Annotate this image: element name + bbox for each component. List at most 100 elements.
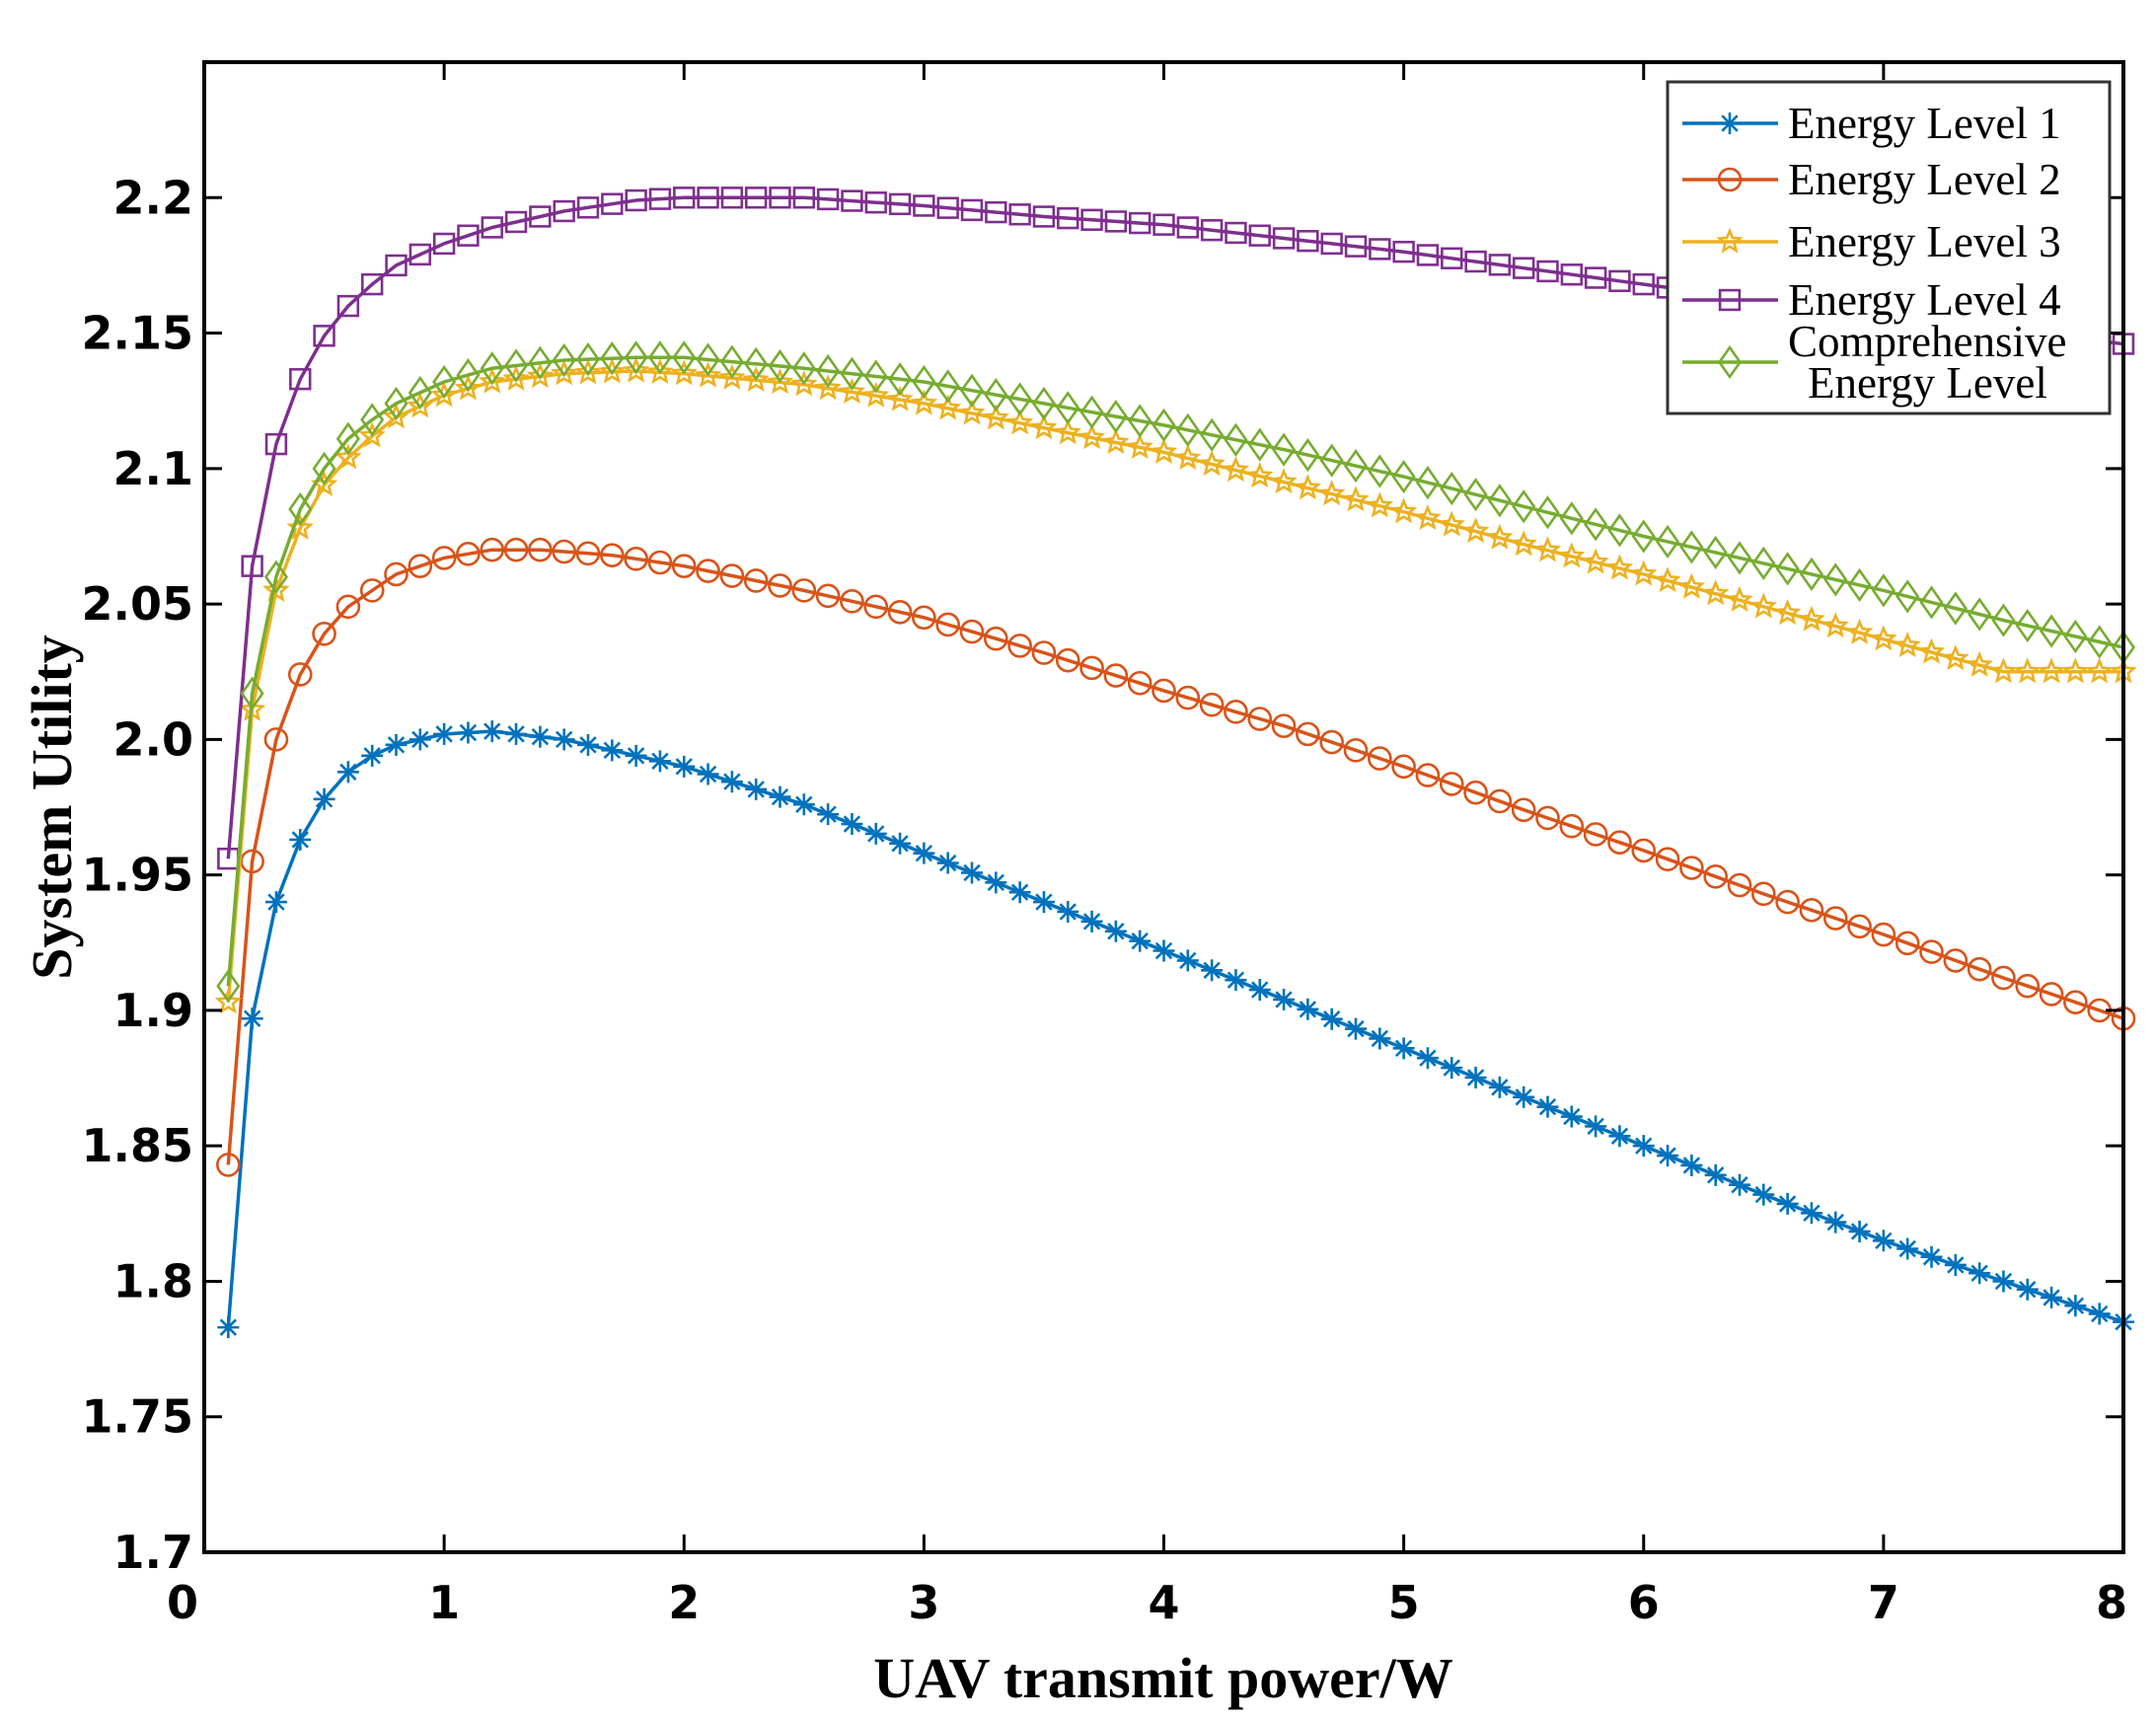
series-marker <box>768 573 792 598</box>
series-marker <box>407 392 434 418</box>
series-marker <box>1943 948 1969 973</box>
series-marker <box>1558 542 1586 568</box>
series-marker <box>1607 830 1632 855</box>
x-tick-label: 6 <box>1628 1576 1660 1629</box>
series-marker <box>1078 423 1106 450</box>
series-marker <box>601 192 624 215</box>
series-marker <box>694 361 722 388</box>
series-marker <box>598 357 626 384</box>
series-marker <box>264 891 287 914</box>
series-marker <box>1248 979 1271 1002</box>
series-marker <box>1821 612 1849 638</box>
series-marker <box>889 832 912 855</box>
series-marker <box>622 356 650 383</box>
series-marker <box>1512 257 1535 279</box>
series-marker <box>1607 513 1632 548</box>
series-marker <box>1943 591 1968 626</box>
series-marker <box>647 340 672 375</box>
series-marker <box>1630 560 1658 586</box>
series-marker <box>1176 216 1200 239</box>
series-marker <box>1727 872 1752 898</box>
series-marker <box>671 554 697 578</box>
series-marker <box>502 364 530 391</box>
series-marker <box>790 370 818 397</box>
series-marker <box>1152 939 1175 962</box>
series-marker <box>912 364 936 400</box>
series-marker <box>1369 238 1391 261</box>
series-marker <box>1919 939 1944 964</box>
series-marker <box>1966 650 1993 677</box>
y-tick-label: 1.75 <box>82 1390 194 1444</box>
series-marker <box>1152 678 1176 704</box>
legend-item-4: Energy Level 4 <box>1682 275 2061 325</box>
x-tick-label: 4 <box>1148 1576 1179 1629</box>
series-marker <box>504 348 529 383</box>
series-marker <box>360 403 385 437</box>
series-marker <box>2015 973 2041 999</box>
plot-series <box>214 187 2137 1339</box>
series-marker <box>1512 489 1536 524</box>
series-marker <box>985 200 1007 224</box>
series-marker <box>768 348 792 384</box>
series-marker <box>960 198 984 222</box>
series-marker <box>840 589 864 614</box>
series-marker <box>529 205 552 228</box>
series-marker <box>1008 881 1031 904</box>
series-marker <box>1032 891 1055 914</box>
series-marker <box>287 662 313 687</box>
series-marker <box>1294 474 1322 500</box>
series-marker <box>1559 501 1584 536</box>
series-marker <box>241 555 263 577</box>
series-marker <box>1631 519 1656 554</box>
y-tick-label: 2.2 <box>113 171 194 224</box>
series-marker <box>1871 922 1896 947</box>
series-marker <box>1632 272 1655 296</box>
series-marker <box>481 216 503 239</box>
series-marker <box>1127 670 1152 696</box>
axes: 0 1 2 3 4 5 6 7 8 1.7 1.75 1.8 1.85 1.9 1.95 2.0 2.05 2.1… <box>82 62 2127 1629</box>
series-marker <box>1176 949 1199 972</box>
series-marker <box>719 563 745 588</box>
series-marker <box>1895 931 1920 956</box>
series-marker <box>1297 230 1319 253</box>
series-marker <box>720 771 743 793</box>
series-marker <box>480 537 505 562</box>
series-marker <box>2088 1303 2111 1325</box>
series-marker <box>1513 1085 1535 1108</box>
series-marker <box>1296 721 1320 747</box>
legend-item-2: Energy Level 2 <box>1682 155 2061 204</box>
series-marker <box>454 374 483 401</box>
series-marker <box>1919 585 1944 620</box>
series-marker <box>886 385 914 411</box>
series-marker <box>1031 640 1057 665</box>
series-marker <box>1392 240 1415 263</box>
series-marker <box>336 761 359 784</box>
y-tick-label: 1.9 <box>113 984 194 1037</box>
series-marker <box>526 362 555 389</box>
series-marker <box>2015 608 2040 643</box>
series-marker <box>1775 552 1800 586</box>
legend-label: Energy Level 2 <box>1788 155 2061 204</box>
y-tick-label: 2.0 <box>113 712 194 766</box>
series-marker <box>742 365 770 392</box>
series-marker <box>838 378 866 405</box>
series-marker <box>479 367 506 394</box>
series-marker <box>1391 754 1416 780</box>
series-marker <box>1150 437 1178 464</box>
series-marker <box>888 192 912 216</box>
series-line <box>226 548 2124 1165</box>
series-marker <box>1175 685 1201 710</box>
series-marker <box>625 744 647 767</box>
series-marker <box>1247 427 1272 462</box>
y-tick-label: 2.15 <box>82 307 194 360</box>
series-marker <box>934 394 962 420</box>
series-marker <box>1320 232 1343 256</box>
series-marker <box>1655 847 1680 872</box>
series-marker <box>863 359 888 394</box>
series-marker <box>815 583 841 609</box>
series-marker <box>1198 450 1226 477</box>
series-marker <box>1438 510 1465 537</box>
series-marker <box>551 359 578 386</box>
series-marker <box>718 363 746 390</box>
